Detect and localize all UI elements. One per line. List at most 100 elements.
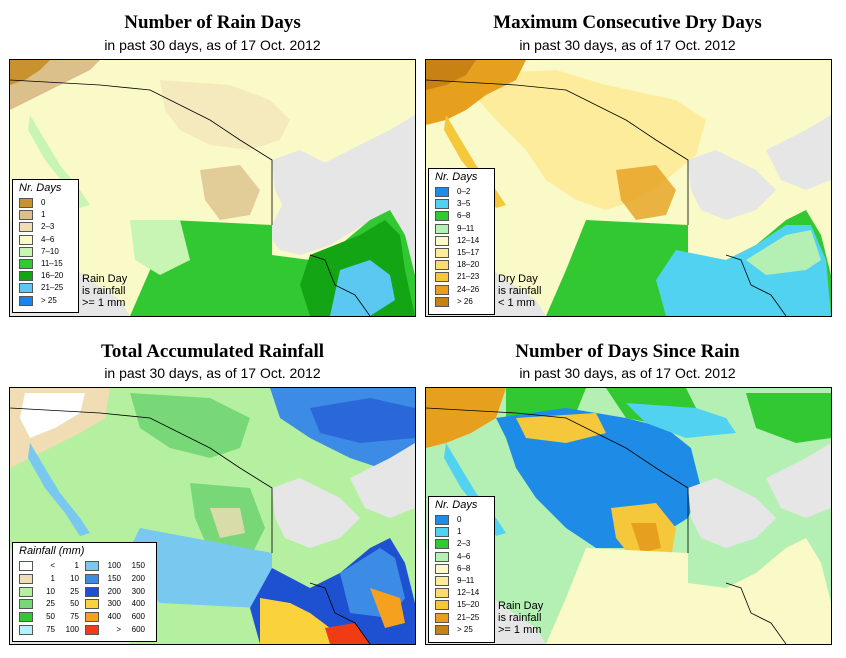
legend-label: 4–6	[457, 551, 471, 561]
legend-range-low: 200	[107, 586, 121, 596]
panel-title: Total Accumulated Rainfall	[100, 341, 325, 362]
legend-range-low: >	[116, 625, 121, 634]
legend-label: 11–15	[41, 259, 63, 268]
panel-title: Maximum Consecutive Dry Days	[493, 12, 762, 33]
legend-range-low: 300	[107, 599, 121, 609]
legend-range-low: 25	[46, 599, 55, 609]
legend-swatch	[85, 586, 99, 597]
legend-label: 2–3	[41, 222, 55, 232]
legend-swatch	[435, 211, 449, 222]
legend-swatch	[435, 296, 449, 307]
legend-label: 15–20	[457, 600, 480, 610]
legend-swatch	[19, 234, 33, 245]
legend-range-high: 150	[131, 561, 145, 570]
legend-label: 4–6	[41, 234, 55, 244]
legend-label: 0–2	[457, 187, 471, 196]
legend-swatch	[19, 586, 33, 597]
legend-range-low: 400	[107, 612, 121, 622]
legend-label: 15–17	[457, 248, 480, 257]
note-line: >= 1 mm	[498, 624, 542, 636]
legend-swatch	[435, 272, 449, 283]
legend-swatch	[19, 210, 33, 221]
legend-label: 16–20	[41, 271, 64, 281]
legend-range-low: 50	[46, 612, 55, 622]
note-line: is rainfall	[498, 612, 542, 624]
legend-label: 6–8	[457, 211, 471, 221]
legend-swatch	[19, 573, 33, 584]
legend-swatch	[19, 283, 33, 294]
legend-label: 3–5	[457, 199, 471, 209]
legend-swatch	[19, 246, 33, 257]
legend-swatch	[435, 563, 449, 574]
note-line: >= 1 mm	[82, 297, 126, 309]
panel-subtitle: in past 30 days, as of 17 Oct. 2012	[519, 37, 736, 53]
legend-range-high: 300	[131, 586, 145, 596]
legend-range-high: 400	[131, 599, 145, 609]
legend-swatch	[85, 573, 99, 584]
legend-swatch	[19, 271, 33, 282]
note-line: Rain Day	[498, 600, 544, 612]
legend-swatch	[435, 527, 449, 538]
legend-swatch	[435, 515, 449, 525]
panel-title: Number of Rain Days	[124, 12, 301, 33]
legend-range-high: 600	[131, 625, 145, 634]
legend-swatch	[435, 248, 449, 258]
legend-title: Nr. Days	[19, 182, 62, 194]
panel-subtitle: in past 30 days, as of 17 Oct. 2012	[104, 37, 321, 53]
note-line: is rainfall	[498, 285, 542, 297]
legend-label: 0	[457, 515, 462, 524]
legend-range-low: <	[50, 561, 55, 570]
legend-rainfall: Rainfall (mm) <1 1 10 10 25 25 50 50 75 75 100 100…	[12, 542, 157, 642]
legend-note: Dry Day is rainfall < 1 mm	[498, 273, 541, 309]
legend-range-low: 1	[50, 573, 55, 583]
legend-note: Rain Day is rainfall >= 1 mm	[82, 273, 127, 309]
legend-swatch	[19, 561, 33, 571]
legend-swatch	[19, 259, 33, 269]
legend-swatch	[85, 599, 99, 610]
legend-swatch	[19, 599, 33, 610]
legend-label: 6–8	[457, 563, 471, 573]
note-line: is rainfall	[82, 285, 126, 297]
legend-dry-days: Nr. Days 0–2 3–5 6–8 9–11 12–14 15–17 18–20 21–…	[428, 168, 495, 315]
legend-range-low: 75	[46, 625, 55, 634]
legend-range-high: 1	[74, 561, 79, 570]
legend-label: 9–11	[457, 576, 475, 585]
legend-rain-days: Nr. Days 0 1 2–3 4–6 7–10 11–15 16–20 21–25 > 25	[12, 179, 79, 313]
legend-swatch	[435, 624, 449, 635]
legend-label: 21–25	[41, 283, 64, 293]
legend-label: 12–14	[457, 588, 480, 598]
legend-range-high: 75	[70, 612, 79, 622]
legend-range-low: 100	[107, 561, 121, 570]
legend-label: 18–20	[457, 260, 480, 270]
note-line: < 1 mm	[498, 297, 535, 309]
legend-swatch	[435, 223, 449, 234]
legend-note: Rain Day is rainfall >= 1 mm	[498, 600, 543, 636]
legend-swatch	[435, 284, 449, 295]
legend-range-high: 10	[70, 573, 79, 583]
legend-swatch	[435, 612, 449, 623]
legend-label: 2–3	[457, 539, 471, 549]
panel-subtitle: in past 30 days, as of 17 Oct. 2012	[519, 365, 736, 381]
legend-swatch	[435, 600, 449, 611]
legend-label: 12–14	[457, 235, 480, 245]
legend-swatch	[435, 576, 449, 586]
legend-swatch	[435, 588, 449, 599]
legend-label: > 25	[457, 624, 473, 634]
legend-swatch	[435, 199, 449, 210]
legend-swatch	[435, 187, 449, 197]
legend-swatch	[435, 235, 449, 246]
legend-swatch	[85, 612, 99, 623]
legend-range-high: 50	[70, 599, 79, 609]
legend-range-high: 25	[70, 586, 79, 596]
legend-swatch	[85, 561, 99, 571]
legend-label: > 25	[41, 295, 57, 305]
panel-title: Number of Days Since Rain	[515, 341, 740, 362]
legend-since-rain: Nr. Days 0 1 2–3 4–6 6–8 9–11 12–14 15–20 21–25 >…	[428, 496, 495, 643]
legend-swatch	[435, 260, 449, 271]
legend-range-high: 200	[131, 573, 145, 583]
legend-swatch	[435, 539, 449, 550]
legend-label: 1	[457, 527, 462, 537]
legend-swatch	[19, 295, 33, 306]
legend-range-low: 150	[107, 573, 121, 583]
legend-label: 9–11	[457, 223, 475, 233]
